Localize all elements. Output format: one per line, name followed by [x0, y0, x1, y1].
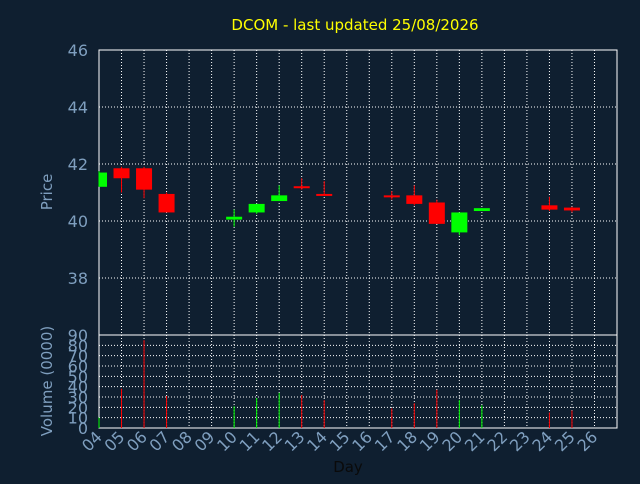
candle-body — [248, 203, 265, 213]
chart-title: DCOM - last updated 25/08/2026 — [231, 16, 478, 34]
candle-body — [271, 195, 288, 202]
candles — [98, 166, 580, 236]
candle-body — [226, 216, 243, 220]
volume-tick-label: 10 — [68, 409, 88, 428]
volume-tick-label: 30 — [68, 388, 88, 407]
candle-body — [428, 202, 445, 224]
candle-body — [316, 193, 333, 196]
price-axis-label: Price — [38, 174, 56, 211]
x-grid — [121, 50, 595, 428]
candle-body — [293, 186, 310, 189]
volume-tick-label: 0 — [78, 419, 88, 438]
volume-tick-label: 40 — [68, 378, 88, 397]
x-axis-label: Day — [333, 458, 363, 476]
price-tick-label: 46 — [68, 41, 88, 60]
volume-tick-label: 90 — [68, 326, 88, 345]
volume-tick-label: 50 — [68, 367, 88, 386]
volume-tick-label: 60 — [68, 357, 88, 376]
volume-tick-label: 70 — [68, 347, 88, 366]
candle-body — [383, 195, 400, 198]
price-tick-labels: 38 40 42 44 46 — [68, 41, 88, 288]
candle-body — [113, 168, 130, 179]
price-tick-label: 44 — [68, 98, 88, 117]
price-tick-label: 42 — [68, 155, 88, 174]
volume-tick-label: 80 — [68, 336, 88, 355]
candle-body — [158, 193, 175, 213]
candle-body — [406, 195, 423, 204]
price-tick-label: 38 — [68, 269, 88, 288]
volume-tick-label: 20 — [68, 398, 88, 417]
candle-body — [563, 207, 580, 211]
candle-body — [99, 172, 107, 187]
candle-body — [451, 212, 468, 233]
volume-panel-frame — [98, 334, 618, 429]
candle-body — [473, 208, 490, 212]
volume-bars — [98, 340, 573, 428]
volume-axis-label: Volume (0000) — [38, 326, 56, 436]
candle-body — [136, 168, 153, 190]
candle-body — [541, 205, 558, 210]
price-tick-label: 40 — [68, 212, 88, 231]
x-tick-labels: 0405060708091011121314151617181920212223… — [78, 427, 601, 455]
